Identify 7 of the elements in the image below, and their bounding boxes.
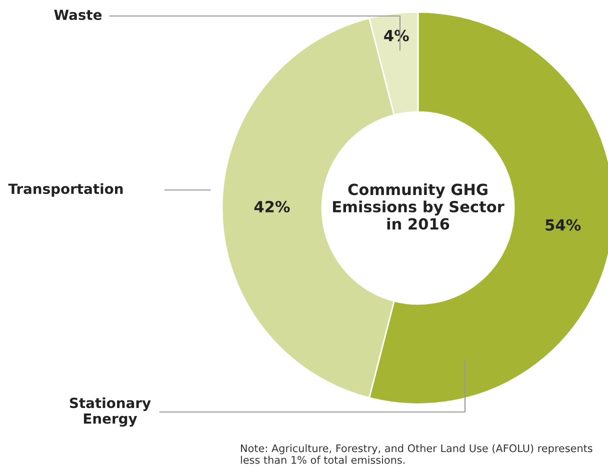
data-label: 54% (546, 219, 581, 231)
slice-label: Waste (54, 10, 102, 20)
text: Note: Agriculture, Forestry, and Other Land Use (AFOLU) represents less than 1% of total emissions. (240, 444, 592, 464)
text: Community GHG Emissions by Sector in 2016 (333, 183, 504, 230)
slice-label: Stationary Energy (70, 397, 151, 427)
slice-label: Transportation (8, 183, 123, 197)
data-label: 42% (254, 200, 290, 212)
